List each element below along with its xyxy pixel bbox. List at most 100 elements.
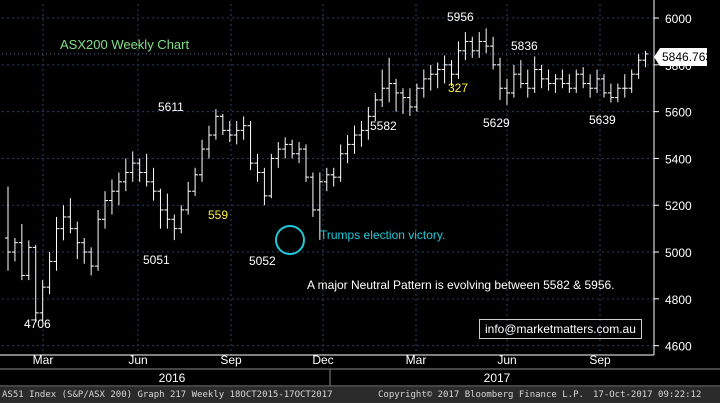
asx200-weekly-chart: 46004800500052005400560058006000MarJunSe… xyxy=(0,0,720,387)
annotations: ASX200 Weekly Chart Trumps election vict… xyxy=(24,10,712,331)
ohlc-bar xyxy=(254,153,261,182)
ohlc-bar xyxy=(192,167,199,196)
ohlc-bar xyxy=(296,142,303,164)
ohlc-bar xyxy=(39,280,46,321)
ohlc-bar xyxy=(178,205,185,234)
ohlc-bar xyxy=(462,32,469,61)
ohlc-bar xyxy=(164,193,171,229)
x-month-label: Mar xyxy=(406,353,427,367)
axes: 46004800500052005400560058006000MarJunSe… xyxy=(0,0,720,387)
ohlc-bar xyxy=(448,60,455,86)
footer-timestamp: 17-Oct-2017 09:22:12 xyxy=(593,390,702,400)
ohlc-bar xyxy=(171,214,178,241)
footer-left: AS51 Index (S&P/ASX 200) Graph 217 Weekl… xyxy=(2,390,333,400)
ohlc-bar xyxy=(108,179,115,215)
ohlc-bar xyxy=(351,125,358,154)
ohlc-bar xyxy=(427,64,434,91)
high-label-5836: 5836 xyxy=(511,39,538,53)
low-label-5052: 5052 xyxy=(249,254,276,268)
last-price-tag: 5846.763 xyxy=(654,48,712,66)
ohlc-bar xyxy=(580,67,587,89)
y-tick-label: 5400 xyxy=(665,152,692,166)
ohlc-bar xyxy=(240,116,247,140)
ohlc-bar xyxy=(400,88,407,114)
ohlc-bar xyxy=(25,240,32,281)
ohlc-bar xyxy=(309,172,316,217)
ohlc-bar xyxy=(420,69,427,98)
ohlc-bar xyxy=(455,41,462,79)
y-tick-label: 4600 xyxy=(665,340,692,354)
ohlc-bar xyxy=(621,74,628,98)
ohlc-bar xyxy=(136,158,143,182)
ohlc-bar xyxy=(212,109,219,140)
ohlc-bar xyxy=(365,106,372,140)
chart-title: ASX200 Weekly Chart xyxy=(60,37,189,52)
ohlc-bar xyxy=(205,125,212,159)
x-month-label: Mar xyxy=(33,353,54,367)
ohlc-bar xyxy=(32,245,39,323)
ohlc-bar xyxy=(406,88,413,116)
x-month-label: Dec xyxy=(312,353,333,367)
low-label-5051: 5051 xyxy=(143,253,170,267)
ohlc-bar xyxy=(226,121,233,143)
ohlc-bar xyxy=(497,57,504,100)
ohlc-bar xyxy=(46,252,53,295)
pattern-note: A major Neutral Pattern is evolving betw… xyxy=(307,278,615,292)
ohlc-bar xyxy=(95,209,102,271)
ohlc-bar xyxy=(316,172,323,240)
ohlc-bar xyxy=(393,78,400,112)
ohlc-bar xyxy=(337,144,344,182)
ohlc-bar xyxy=(122,158,129,192)
last-price-label: 5846.763 xyxy=(662,50,712,64)
ohlc-bar xyxy=(476,32,483,58)
ohlc-bar xyxy=(129,151,136,182)
ohlc-bar xyxy=(503,78,510,105)
low-label-5629: 5629 xyxy=(483,116,510,130)
footer-copyright: Copyright© 2017 Bloomberg Finance L.P. xyxy=(378,390,584,400)
ohlc-bar xyxy=(199,139,206,182)
ohlc-bar xyxy=(67,198,74,234)
x-month-label: Jun xyxy=(128,353,147,367)
ohlc-bar xyxy=(115,172,122,206)
ohlc-bar xyxy=(358,121,365,147)
ohlc-bar xyxy=(413,83,420,112)
ohlc-bar xyxy=(261,167,268,206)
grid-layer xyxy=(2,4,654,355)
ohlc-bar xyxy=(573,69,580,93)
ohlc-bar xyxy=(600,74,607,98)
ohlc-bar xyxy=(607,83,614,103)
ohlc-bar xyxy=(642,50,649,68)
ohlc-bar xyxy=(233,121,240,145)
ohlc-bar xyxy=(587,74,594,98)
ohlc-bar xyxy=(490,36,497,70)
ohlc-bar xyxy=(289,139,296,159)
ohlc-bar xyxy=(379,69,386,107)
ohlc-bar xyxy=(538,64,545,89)
y-tick-label: 5000 xyxy=(665,246,692,260)
election-circle xyxy=(275,225,305,255)
ohlc-bar xyxy=(302,144,309,182)
x-month-label: Jun xyxy=(497,353,516,367)
ohlc-bar xyxy=(434,62,441,89)
ohlc-bar xyxy=(275,142,282,168)
ohlc-bar xyxy=(282,137,289,159)
ohlc-bar xyxy=(552,74,559,93)
ohlc-bar xyxy=(594,69,601,93)
ohlc-bar xyxy=(102,191,109,229)
ohlc-bar xyxy=(11,238,18,262)
ohlc-bar xyxy=(614,83,621,103)
ohlc-bar xyxy=(545,69,552,91)
ohlc-bar xyxy=(81,238,88,264)
ohlc-bar xyxy=(268,153,275,199)
ohlc-bar xyxy=(469,36,476,58)
email-contact[interactable]: info@marketmatters.com.au xyxy=(479,319,642,339)
ohlc-bar xyxy=(157,188,164,229)
high-label-5611: 5611 xyxy=(158,100,184,114)
ohlc-bar xyxy=(441,55,448,84)
y-tick-label: 4800 xyxy=(665,293,692,307)
ohlc-bar xyxy=(323,167,330,192)
high-label-5956: 5956 xyxy=(447,10,474,24)
x-month-label: Sep xyxy=(589,353,611,367)
y-tick-label: 5200 xyxy=(665,199,692,213)
